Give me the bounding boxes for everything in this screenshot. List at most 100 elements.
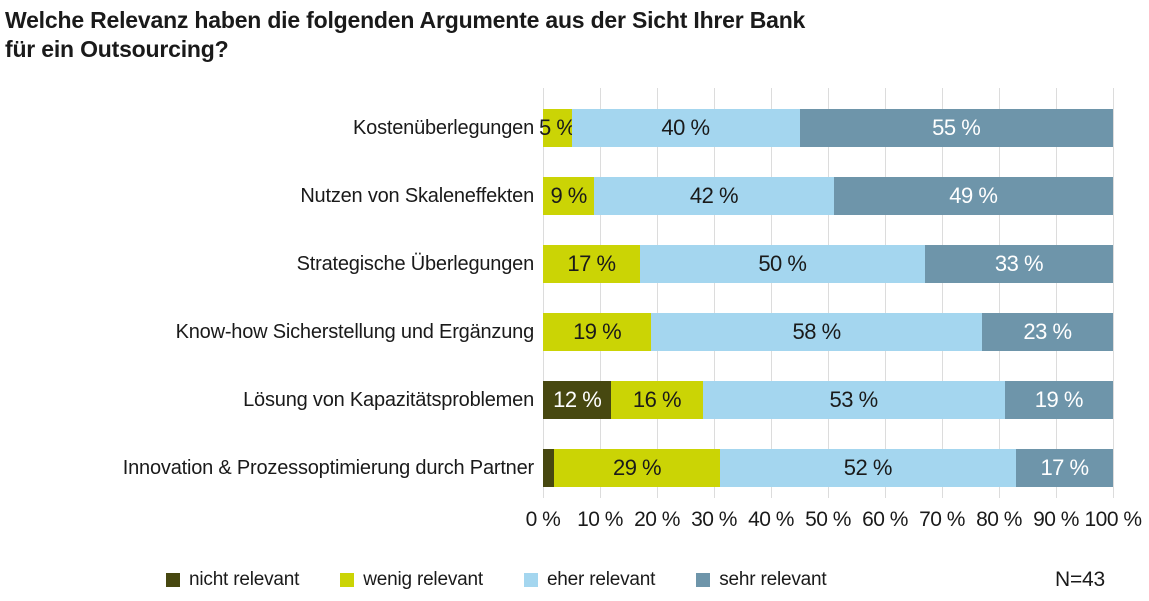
x-tick-label-20: 20 % — [634, 508, 680, 531]
segment-value-label: 9 % — [550, 183, 587, 208]
stacked-bar-chart: Kostenüberlegungen 5 % 40 % 55 % Nutzen von … — [0, 88, 1114, 498]
legend-item-nicht-relevant: nicht relevant — [166, 569, 299, 591]
legend-swatch-wenig-relevant — [340, 573, 355, 587]
gridline-40 — [771, 88, 772, 498]
segment-eher-relevant: 53 % — [702, 381, 1005, 419]
legend-label-wenig-relevant: wenig relevant — [363, 569, 483, 590]
segment-eher-relevant: 50 % — [639, 245, 925, 283]
legend-label-eher-relevant: eher relevant — [546, 569, 656, 590]
x-axis: 0 % 10 % 20 % 30 % 40 % 50 % 60 % 70 % 80 % 90 % 1… — [526, 508, 1142, 534]
category-label-1: Nutzen von Skaleneffekten — [300, 184, 534, 207]
category-label-5: Innovation & Prozessoptimierung durch Pa… — [122, 456, 534, 479]
legend-label-sehr-relevant: sehr relevant — [719, 569, 827, 590]
bar-track-5: 29 % 52 % 17 % — [543, 449, 1113, 487]
segment-value-label: 55 % — [932, 115, 981, 140]
segment-sehr-relevant: 55 % — [799, 109, 1113, 147]
x-tick-label-70: 70 % — [919, 508, 965, 531]
bar-row-4: Lösung von Kapazitätsproblemen 12 % 16 % 53… — [0, 366, 1113, 434]
x-tick-label-80: 80 % — [976, 508, 1022, 531]
sample-size-note: N=43 — [1055, 568, 1105, 591]
segment-value-label: 50 % — [758, 251, 807, 276]
segment-value-label: 17 % — [1040, 455, 1089, 480]
bar-track-0: 5 % 40 % 55 % — [539, 109, 1113, 147]
gridline-50 — [828, 88, 829, 498]
bar-track-3: 19 % 58 % 23 % — [543, 313, 1113, 351]
x-tick-label-0: 0 % — [525, 508, 561, 531]
segment-value-label: 17 % — [567, 251, 616, 276]
bar-row-5: Innovation & Prozessoptimierung durch Pa… — [0, 434, 1113, 502]
gridline-20 — [657, 88, 658, 498]
segment-wenig-relevant: 19 % — [543, 313, 652, 351]
legend-item-eher-relevant: eher relevant — [523, 569, 656, 591]
gridline-90 — [1056, 88, 1057, 498]
segment-value-label: 5 % — [539, 115, 576, 140]
segment-sehr-relevant: 17 % — [1016, 449, 1113, 487]
chart-title-line-2: für ein Outsourcing? — [5, 36, 229, 62]
x-tick-label-50: 50 % — [805, 508, 851, 531]
x-tick-label-60: 60 % — [862, 508, 908, 531]
category-label-3: Know-how Sicherstellung und Ergänzung — [175, 320, 535, 343]
segment-value-label: 42 % — [689, 183, 739, 208]
bar-row-2: Strategische Überlegungen 17 % 50 % 33 % — [0, 230, 1113, 298]
bar-row-0: Kostenüberlegungen 5 % 40 % 55 % — [0, 94, 1113, 162]
gridline-30 — [714, 88, 715, 498]
segment-value-label: 12 % — [553, 387, 602, 412]
segment-value-label: 52 % — [843, 455, 893, 480]
category-label-4: Lösung von Kapazitätsproblemen — [243, 388, 534, 411]
x-tick-label-10: 10 % — [577, 508, 623, 531]
category-label-2: Strategische Überlegungen — [296, 252, 535, 275]
gridline-60 — [885, 88, 886, 498]
x-tick-label-90: 90 % — [1033, 508, 1079, 531]
chart-title: Welche Relevanz haben die folgenden Argu… — [5, 6, 805, 64]
segment-nicht-relevant — [543, 449, 555, 487]
bar-track-2: 17 % 50 % 33 % — [543, 245, 1113, 283]
segment-wenig-relevant: 5 % — [539, 109, 576, 147]
segment-wenig-relevant: 16 % — [611, 381, 703, 419]
segment-eher-relevant: 42 % — [594, 177, 834, 215]
legend-item-sehr-relevant: sehr relevant — [696, 569, 827, 591]
gridline-100 — [1113, 88, 1114, 498]
legend-item-wenig-relevant: wenig relevant — [340, 569, 483, 591]
gridline-10 — [600, 88, 601, 498]
category-label-0: Kostenüberlegungen — [353, 116, 534, 139]
segment-sehr-relevant: 33 % — [924, 245, 1113, 283]
segment-value-label: 16 % — [632, 387, 682, 412]
segment-value-label: 33 % — [994, 251, 1044, 276]
segment-sehr-relevant: 49 % — [833, 177, 1113, 215]
segment-eher-relevant: 40 % — [571, 109, 800, 147]
gridline-80 — [999, 88, 1000, 498]
plot-gridlines — [543, 88, 1114, 498]
segment-eher-relevant: 52 % — [719, 449, 1017, 487]
segment-eher-relevant: 58 % — [651, 313, 982, 351]
segment-value-label: 23 % — [1023, 319, 1072, 344]
segment-value-label: 29 % — [612, 455, 662, 480]
bar-track-1: 9 % 42 % 49 % — [543, 177, 1113, 215]
segment-wenig-relevant: 9 % — [543, 177, 595, 215]
legend-swatch-sehr-relevant — [696, 573, 711, 587]
legend-swatch-nicht-relevant — [166, 573, 180, 587]
chart-title-line-1: Welche Relevanz haben die folgenden Argu… — [5, 7, 806, 33]
segment-wenig-relevant: 17 % — [543, 245, 640, 283]
x-tick-label-30: 30 % — [691, 508, 737, 531]
segment-value-label: 19 % — [1034, 387, 1084, 412]
bar-row-3: Know-how Sicherstellung und Ergänzung 19 … — [0, 298, 1113, 366]
segment-value-label: 53 % — [829, 387, 879, 412]
legend: nicht relevant wenig relevant eher relev… — [166, 569, 827, 591]
segment-sehr-relevant: 23 % — [981, 313, 1113, 351]
segment-value-label: 40 % — [661, 115, 710, 140]
gridline-70 — [942, 88, 943, 498]
segment-sehr-relevant: 19 % — [1004, 381, 1113, 419]
segment-value-label: 49 % — [949, 183, 998, 208]
legend-label-nicht-relevant: nicht relevant — [189, 569, 300, 590]
x-tick-label-40: 40 % — [748, 508, 794, 531]
gridline-0 — [543, 88, 544, 498]
legend-swatch-eher-relevant — [523, 573, 538, 587]
segment-nicht-relevant: 12 % — [543, 381, 612, 419]
x-tick-label-100: 100 % — [1084, 508, 1142, 531]
segment-value-label: 19 % — [573, 319, 622, 344]
segment-wenig-relevant: 29 % — [554, 449, 720, 487]
bar-row-1: Nutzen von Skaleneffekten 9 % 42 % 49 % — [0, 162, 1113, 230]
bar-track-4: 12 % 16 % 53 % 19 % — [543, 381, 1113, 419]
segment-value-label: 58 % — [792, 319, 842, 344]
